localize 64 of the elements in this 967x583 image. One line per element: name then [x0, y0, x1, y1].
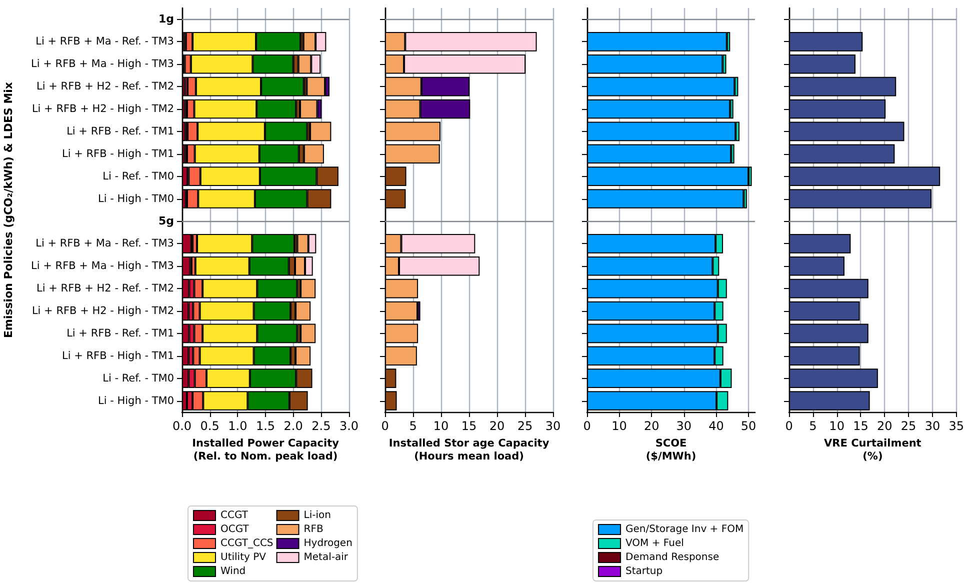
x-tick-label: 50 [740, 419, 756, 433]
y-tick-label: Li - Ref. - TM0 [102, 170, 174, 182]
x-tick-label: 15 [461, 419, 477, 433]
x-tick-label: 20 [876, 419, 892, 433]
x-tick-label: 0.5 [200, 419, 220, 433]
y-tick-label: Li + RFB - High - TM1 [62, 148, 174, 160]
x-tick-label: 15 [853, 419, 868, 433]
x-tick-label: 30 [676, 419, 692, 433]
y-tick-label: Li + RFB + H2 - High - TM2 [32, 305, 174, 317]
x-tick-label: 20 [644, 419, 660, 433]
x-tick-label: 10 [612, 419, 627, 433]
x-tick-label: 2.0 [284, 419, 303, 433]
legend-label: Li-ion [304, 510, 331, 521]
x-tick-label: 1.0 [228, 419, 248, 433]
legend-label: Startup [626, 566, 663, 577]
x-axis-title: SCOE ($/MWh) [646, 437, 696, 462]
x-tick-label: 1.5 [256, 419, 276, 433]
legend-label: Utility PV [220, 552, 266, 563]
legend-label: Demand Response [626, 552, 720, 563]
x-axis-title: Installed Stor age Capacity (Hours mean load) [388, 437, 550, 462]
y-tick-label: Li + RFB + Ma - Ref. - TM3 [36, 238, 174, 250]
legend-label: VOM + Fuel [626, 538, 684, 549]
legend-label: Gen/Storage Inv + FOM [626, 524, 744, 535]
x-tick-label: 25 [517, 419, 533, 433]
legend-label: Metal-air [304, 552, 349, 563]
x-tick-label: 2.5 [312, 419, 331, 433]
legend-label: Hydrogen [304, 538, 352, 549]
x-tick-label: 0 [583, 419, 591, 433]
x-tick-label: 35 [948, 419, 964, 433]
legend-label: Wind [220, 566, 246, 577]
legend-label: OCGT [220, 524, 250, 535]
x-tick-label: 20 [489, 419, 505, 433]
y-tick-label: Li + RFB - High - TM1 [62, 350, 174, 362]
x-axis-title: Installed Power Capacity (Rel. to Nom. peak load) [192, 437, 340, 462]
x-tick-label: 0.0 [172, 419, 192, 433]
y-tick-label: Li + RFB + H2 - High - TM2 [32, 103, 174, 115]
x-tick-label: 5 [809, 419, 817, 433]
x-tick-label: 5 [409, 419, 417, 433]
y-tick-label: Li + RFB + Ma - High - TM3 [31, 58, 174, 70]
legend-label: CCGT [220, 510, 249, 521]
y-tick-label: Li - High - TM0 [98, 394, 174, 407]
y-tick-label: Li + RFB + Ma - High - TM3 [31, 260, 174, 272]
x-tick-label: 25 [900, 419, 916, 433]
x-tick-label: 0 [785, 419, 793, 433]
y-tick-label: Li + RFB + H2 - Ref. - TM2 [36, 282, 174, 295]
y-tick-label: Li + RFB - Ref. - TM1 [66, 125, 174, 138]
y-tick-label: 1g [158, 12, 174, 26]
y-tick-label: Li - Ref. - TM0 [102, 372, 174, 384]
legend-label: CCGT_CCS [220, 538, 274, 549]
y-tick-label: Li + RFB - Ref. - TM1 [66, 327, 174, 340]
x-tick-label: 10 [433, 419, 449, 433]
x-tick-label: 10 [829, 419, 844, 433]
y-tick-label: 5g [158, 214, 174, 228]
y-tick-label: Li + RFB + H2 - Ref. - TM2 [36, 80, 174, 93]
y-tick-label: Li + RFB + Ma - Ref. - TM3 [36, 36, 174, 48]
y-axis-title: Emission Policies (gCO₂/kWh) & LDES Mix [2, 82, 15, 338]
x-axis-title: VRE Curtailment (%) [824, 437, 922, 462]
x-tick-label: 30 [924, 419, 940, 433]
x-tick-label: 3.0 [339, 419, 359, 433]
x-tick-label: 40 [708, 419, 724, 433]
y-tick-label: Li - High - TM0 [98, 192, 174, 205]
x-tick-label: 0 [381, 419, 389, 433]
legend-label: RFB [304, 524, 324, 535]
x-tick-label: 30 [545, 419, 561, 433]
